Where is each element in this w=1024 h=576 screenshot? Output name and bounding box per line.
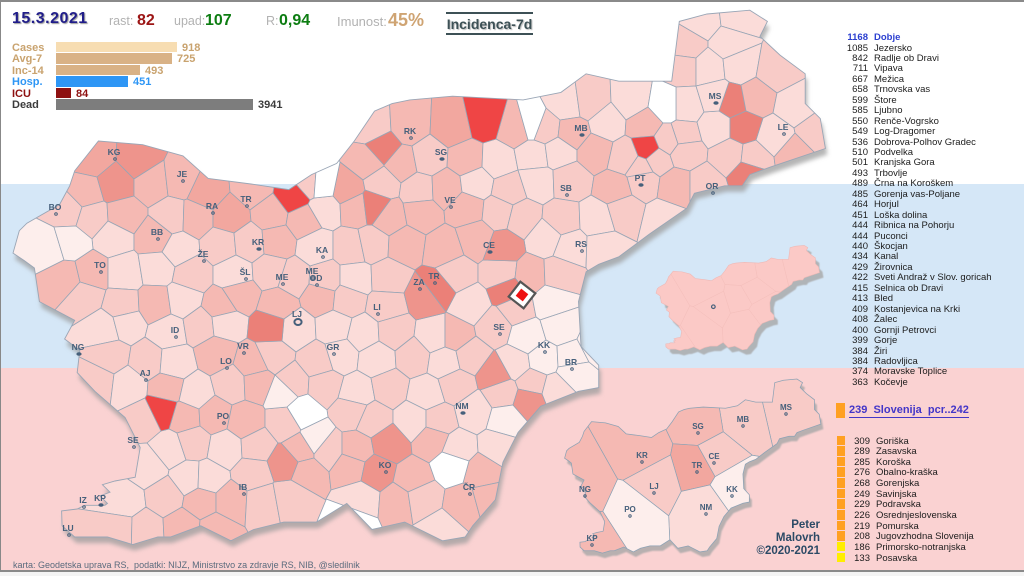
svg-text:ME: ME: [276, 272, 289, 282]
svg-text:SE: SE: [127, 435, 139, 445]
svg-text:BB: BB: [151, 227, 163, 237]
svg-text:AJ: AJ: [140, 368, 151, 378]
svg-text:VE: VE: [444, 195, 456, 205]
svg-text:KO: KO: [379, 460, 392, 470]
svg-text:NM: NM: [700, 503, 713, 512]
svg-text:SE: SE: [493, 322, 505, 332]
svg-text:RK: RK: [404, 126, 417, 136]
svg-text:TR: TR: [692, 461, 703, 470]
svg-text:CE: CE: [483, 240, 495, 250]
svg-text:KR: KR: [636, 451, 648, 460]
svg-text:MS: MS: [709, 91, 722, 101]
svg-text:LI: LI: [373, 302, 381, 312]
svg-text:TR: TR: [428, 271, 439, 281]
svg-text:ME: ME: [306, 266, 319, 276]
svg-text:TO: TO: [94, 260, 106, 270]
svg-text:ZA: ZA: [413, 277, 424, 287]
svg-text:PO: PO: [217, 411, 230, 421]
svg-text:LU: LU: [62, 523, 73, 533]
svg-text:KK: KK: [538, 340, 551, 350]
svg-text:KK: KK: [726, 485, 738, 494]
svg-text:CE: CE: [708, 452, 720, 461]
svg-text:NG: NG: [72, 342, 85, 352]
svg-text:VR: VR: [237, 341, 249, 351]
svg-text:LJ: LJ: [292, 309, 302, 319]
svg-text:NG: NG: [579, 485, 591, 494]
svg-text:MS: MS: [780, 403, 793, 412]
svg-text:SG: SG: [692, 422, 704, 431]
svg-text:NM: NM: [455, 401, 468, 411]
svg-text:IZ: IZ: [79, 495, 87, 505]
svg-text:ŽE: ŽE: [198, 248, 209, 259]
svg-text:LO: LO: [220, 356, 232, 366]
svg-text:ČR: ČR: [463, 481, 475, 492]
svg-text:SG: SG: [435, 147, 448, 157]
svg-text:KA: KA: [316, 245, 328, 255]
svg-text:LE: LE: [778, 122, 789, 132]
svg-text:PO: PO: [624, 505, 636, 514]
svg-text:LJ: LJ: [649, 482, 658, 491]
svg-text:JE: JE: [177, 169, 188, 179]
svg-text:PT: PT: [635, 173, 647, 183]
svg-text:BR: BR: [565, 357, 577, 367]
svg-text:IB: IB: [239, 482, 248, 492]
svg-text:ŠL: ŠL: [240, 266, 251, 277]
svg-text:GR: GR: [327, 342, 340, 352]
svg-text:OD: OD: [310, 273, 323, 283]
svg-text:OR: OR: [706, 181, 719, 191]
svg-text:SB: SB: [560, 183, 572, 193]
svg-text:TR: TR: [240, 194, 251, 204]
svg-text:RA: RA: [206, 201, 218, 211]
svg-text:RS: RS: [575, 239, 587, 249]
svg-text:KP: KP: [94, 493, 106, 503]
svg-text:BO: BO: [49, 202, 62, 212]
svg-text:MB: MB: [737, 415, 750, 424]
svg-text:KP: KP: [586, 534, 598, 543]
svg-text:KG: KG: [108, 147, 121, 157]
svg-text:ID: ID: [171, 325, 180, 335]
svg-text:KR: KR: [252, 237, 264, 247]
svg-text:MB: MB: [574, 123, 587, 133]
